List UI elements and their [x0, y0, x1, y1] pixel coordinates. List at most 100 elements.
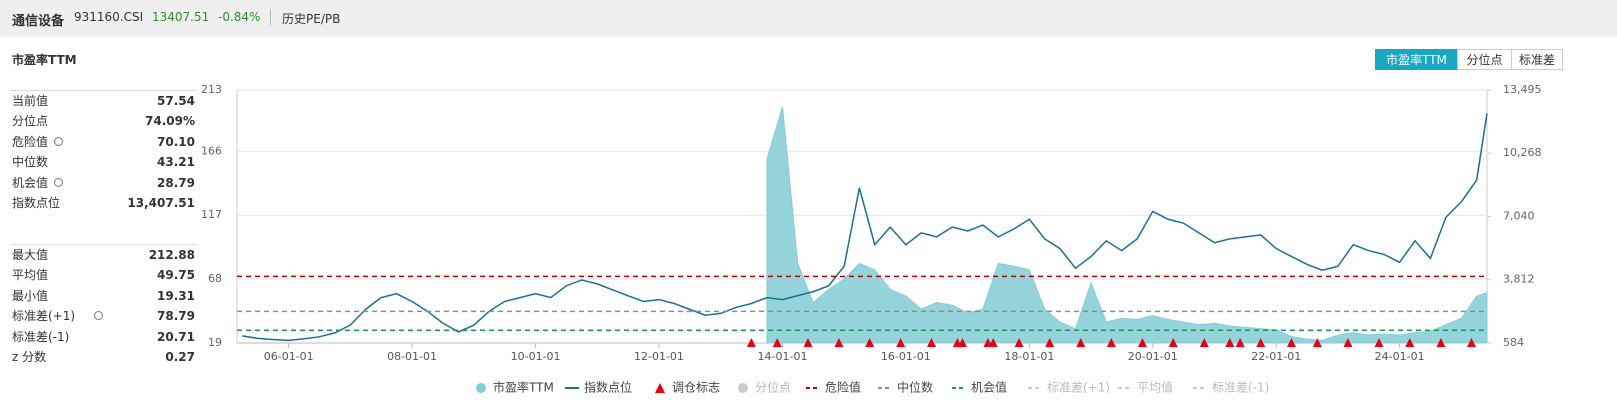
- rebalance-marker: [1343, 338, 1353, 347]
- group-border: [10, 244, 197, 245]
- legend-symbol: [655, 383, 665, 393]
- index-price: 13407.51: [152, 10, 210, 24]
- rebalance-marker: [1466, 338, 1476, 347]
- rebalance-marker: [957, 338, 967, 347]
- x-tick-label: 14-01-01: [758, 350, 808, 363]
- y2-tick-label: 13,495: [1503, 83, 1542, 96]
- rebalance-marker: [896, 338, 906, 347]
- legend-label: 市盈率TTM: [493, 380, 554, 395]
- legend-label: 平均值: [1137, 380, 1173, 395]
- settings-icon[interactable]: [94, 311, 103, 321]
- stat-value: 57.54: [157, 94, 195, 108]
- legend-label: 机会值: [971, 380, 1007, 395]
- stat-label: z 分数: [12, 350, 47, 364]
- legend-item[interactable]: 中位数: [878, 380, 933, 395]
- y-tick-label: 19: [208, 336, 222, 349]
- x-tick-label: 16-01-01: [881, 350, 931, 363]
- rebalance-marker: [1312, 338, 1322, 347]
- stat-label: 机会值: [12, 175, 49, 190]
- settings-icon[interactable]: [54, 177, 63, 187]
- legend-item[interactable]: 标准差(-1): [1193, 381, 1269, 395]
- stat-label: 标准差(+1): [12, 309, 76, 324]
- stat-value: 19.31: [157, 288, 195, 303]
- legend-item[interactable]: 机会值: [952, 380, 1007, 395]
- rebalance-marker: [1168, 338, 1178, 347]
- legend-label: 危险值: [825, 380, 861, 395]
- legend-symbol: [738, 383, 748, 393]
- stat-label: 危险值: [12, 134, 49, 149]
- legend-label: 指数点位: [584, 380, 632, 395]
- x-tick-label: 22-01-01: [1251, 350, 1301, 363]
- x-tick-label: 24-01-01: [1375, 350, 1425, 363]
- legend-item[interactable]: 危险值: [806, 380, 861, 395]
- rebalance-marker: [1405, 338, 1415, 347]
- stat-value: 78.79: [157, 309, 195, 324]
- rebalance-marker: [772, 338, 782, 347]
- stat-label: 最小值: [12, 288, 49, 303]
- stat-value: 13,407.51: [127, 196, 195, 210]
- rebalance-marker: [1256, 338, 1266, 347]
- y2-tick-label: 3,812: [1503, 273, 1535, 286]
- stat-label: 分位点: [12, 114, 49, 129]
- rebalance-marker: [1225, 338, 1235, 347]
- tab-button[interactable]: 标准差: [1511, 49, 1563, 70]
- legend-symbol: [476, 383, 486, 393]
- rebalance-marker: [1106, 338, 1116, 347]
- index-line: [242, 113, 1488, 342]
- x-tick-label: 12-01-01: [634, 350, 684, 363]
- rebalance-marker: [1199, 338, 1209, 347]
- legend-item[interactable]: 市盈率TTM: [476, 380, 554, 395]
- y-tick-label: 166: [201, 144, 222, 157]
- rebalance-marker: [746, 338, 756, 347]
- legend-item[interactable]: 指数点位: [565, 380, 632, 395]
- stat-value: 70.10: [157, 134, 195, 149]
- legend-label: 中位数: [897, 380, 933, 395]
- header-bar: 通信设备 931160.CSI 13407.51 -0.84% 历史PE/PB: [0, 0, 1617, 37]
- index-change: -0.84%: [218, 10, 261, 24]
- rebalance-marker: [1014, 338, 1024, 347]
- x-tick-label: 10-01-01: [511, 350, 561, 363]
- stat-value: 0.27: [165, 350, 195, 364]
- legend-item[interactable]: 平均值: [1118, 380, 1173, 395]
- legend-item[interactable]: 分位点: [738, 380, 791, 395]
- stat-value: 43.21: [157, 155, 195, 170]
- y2-tick-label: 584: [1503, 336, 1524, 349]
- stat-label: 最大值: [12, 248, 49, 262]
- settings-icon[interactable]: [54, 136, 63, 146]
- stat-label: 平均值: [12, 268, 49, 283]
- rebalance-marker: [1436, 338, 1446, 347]
- y-tick-label: 68: [208, 272, 222, 285]
- stat-value: 20.71: [157, 329, 195, 344]
- stat-value: 49.75: [157, 268, 195, 283]
- stat-value: 212.88: [148, 248, 195, 262]
- rebalance-marker: [1045, 338, 1055, 347]
- x-tick-label: 08-01-01: [387, 350, 437, 363]
- stat-label: 标准差(-1): [12, 329, 70, 344]
- stat-value: 28.79: [157, 175, 195, 190]
- y2-tick-label: 10,268: [1503, 146, 1542, 159]
- rebalance-marker: [1137, 338, 1147, 347]
- rebalance-marker: [988, 338, 998, 347]
- index-name: 通信设备: [12, 14, 65, 29]
- legend-item[interactable]: 调仓标志: [655, 381, 720, 395]
- stat-label: 中位数: [12, 155, 49, 170]
- y2-tick-label: 7,040: [1503, 209, 1535, 222]
- history-link[interactable]: 历史PE/PB: [282, 12, 341, 26]
- rebalance-marker: [1286, 338, 1296, 347]
- tab-button[interactable]: 市盈率TTM: [1375, 49, 1458, 70]
- rebalance-marker: [803, 338, 813, 347]
- stat-label: 指数点位: [12, 196, 61, 210]
- legend-label: 标准差(+1): [1047, 381, 1110, 395]
- rebalance-marker: [1374, 338, 1384, 347]
- stat-label: 当前值: [12, 94, 49, 108]
- y-tick-label: 117: [201, 208, 222, 221]
- legend-label: 调仓标志: [672, 381, 720, 395]
- legend-item[interactable]: 标准差(+1): [1028, 381, 1110, 395]
- rebalance-marker: [1235, 338, 1245, 347]
- stat-value: 74.09%: [145, 114, 195, 129]
- group-border: [10, 90, 197, 91]
- x-tick-label: 06-01-01: [264, 350, 314, 363]
- y-tick-label: 213: [201, 83, 222, 96]
